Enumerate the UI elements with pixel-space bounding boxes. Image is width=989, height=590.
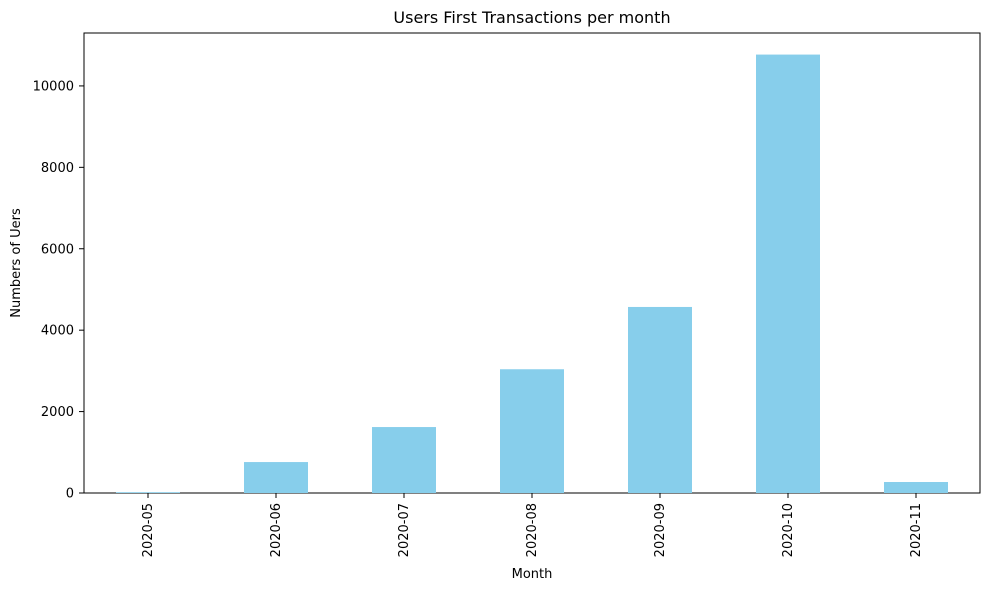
- bars-layer: [116, 54, 948, 493]
- x-tick-label: 2020-10: [781, 503, 796, 557]
- bar-2020-09: [628, 306, 692, 493]
- y-tick-label: 0: [66, 487, 74, 502]
- x-tick-label: 2020-09: [653, 503, 668, 557]
- y-tick-label: 6000: [41, 242, 74, 257]
- x-axis-label: Month: [512, 567, 553, 582]
- x-tick-label: 2020-11: [909, 503, 924, 557]
- bar-2020-07: [372, 427, 436, 493]
- bar-2020-08: [500, 369, 564, 493]
- y-tick-label: 8000: [41, 161, 74, 176]
- y-tick-label: 10000: [33, 79, 74, 94]
- y-tick-label: 2000: [41, 405, 74, 420]
- y-axis-label: Numbers of Uers: [9, 208, 24, 318]
- bar-2020-06: [244, 462, 308, 493]
- x-tick-label: 2020-06: [269, 503, 284, 557]
- chart-title: Users First Transactions per month: [393, 8, 670, 27]
- bar-2020-05: [116, 492, 180, 493]
- x-axis-ticks: 2020-05 2020-06 2020-07 2020-08 2020-09 2020-…: [141, 493, 924, 557]
- y-axis-ticks: 0 2000 4000 6000 8000 10000: [33, 79, 84, 502]
- x-tick-label: 2020-07: [397, 503, 412, 557]
- y-tick-label: 4000: [41, 324, 74, 339]
- x-tick-label: 2020-08: [525, 503, 540, 557]
- bar-2020-11: [884, 482, 948, 493]
- bar-2020-10: [756, 54, 820, 493]
- x-tick-label: 2020-05: [141, 503, 156, 557]
